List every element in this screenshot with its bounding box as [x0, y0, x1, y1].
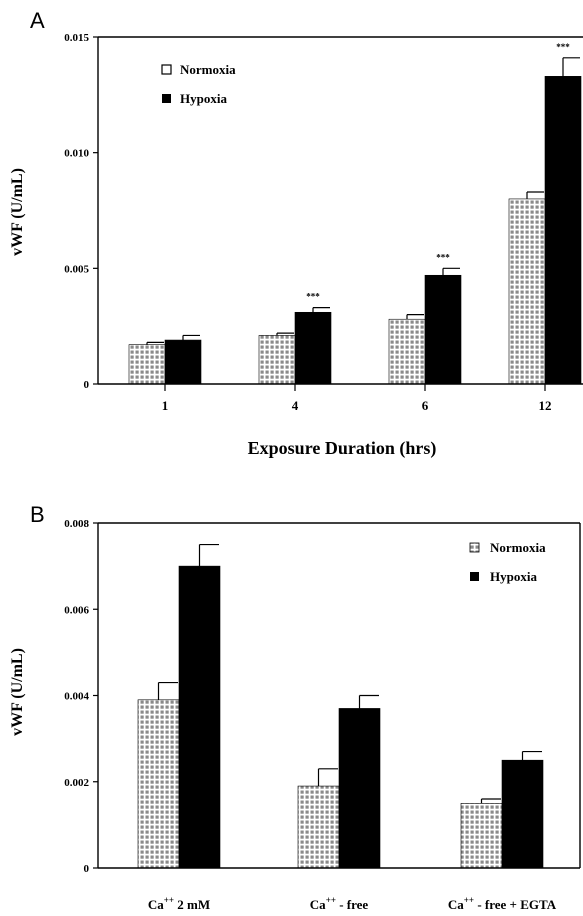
bar-hypoxia [164, 339, 202, 385]
axes-a: 1 4 6 12 [93, 36, 583, 413]
significance-mark: *** [306, 292, 320, 302]
x-category-label-b: Ca++ 2 mM [148, 895, 210, 912]
y-axis-label-a: vWF (U/mL) [9, 168, 26, 256]
bar-normoxia [460, 803, 503, 869]
bar-hypoxia [178, 565, 221, 869]
bar-hypoxia [544, 76, 582, 385]
legend-swatch-hypoxia-b [470, 572, 479, 581]
y-tick-label-b: 0 [84, 863, 90, 875]
x-category-label-a: 12 [539, 398, 552, 413]
axes-b: Ca++ 2 mM Ca++ - free Ca++ - free + EGTA [93, 522, 581, 912]
bar-normoxia [258, 335, 296, 385]
x-category-label-b: Ca++ - free + EGTA [448, 895, 557, 912]
bar-hypoxia [424, 274, 462, 385]
y-tick-label-b: 0.006 [64, 604, 89, 616]
x-category-label-b: Ca++ - free [310, 895, 369, 912]
bar-normoxia [128, 344, 166, 385]
x-category-label-a: 4 [292, 398, 299, 413]
y-tick-label-a: 0 [84, 379, 90, 391]
y-tick-label-b: 0.002 [64, 777, 89, 789]
x-category-label-a: 1 [162, 398, 169, 413]
bars-b [137, 543, 544, 869]
bars-a: *** *** *** [128, 42, 582, 385]
y-tick-labels-a: 0 0.005 0.010 0.015 [64, 32, 89, 391]
y-tick-label-a: 0.015 [64, 32, 89, 44]
bar-normoxia [137, 699, 180, 869]
panel-label-a: A [30, 8, 45, 33]
y-tick-label-b: 0.008 [64, 518, 89, 530]
chart-panel-a: A 0 0.005 0.010 0.015 *** *** *** 1 4 6 12 Normo… [9, 8, 583, 459]
y-tick-label-b: 0.004 [64, 691, 89, 703]
legend-label-hypoxia: Hypoxia [180, 91, 227, 106]
bar-hypoxia [338, 708, 381, 869]
legend-swatch-normoxia-b [469, 542, 480, 553]
bar-hypoxia [501, 759, 544, 869]
legend-b: Normoxia Hypoxia [469, 540, 546, 584]
x-category-label-a: 6 [422, 398, 429, 413]
y-axis-label-b: vWF (U/mL) [9, 648, 26, 736]
legend-label-hypoxia-b: Hypoxia [490, 569, 537, 584]
legend-label-normoxia-b: Normoxia [490, 540, 546, 555]
significance-mark: *** [556, 42, 570, 52]
legend-a: Normoxia Hypoxia [161, 62, 236, 106]
y-tick-label-a: 0.010 [64, 148, 89, 160]
legend-swatch-normoxia [161, 64, 172, 75]
y-tick-labels-b: 0 0.002 0.004 0.006 0.008 [64, 518, 89, 875]
legend-swatch-hypoxia [162, 94, 171, 103]
bar-normoxia [508, 198, 546, 385]
y-tick-label-a: 0.005 [64, 263, 89, 275]
legend-label-normoxia: Normoxia [180, 62, 236, 77]
bar-normoxia [297, 785, 340, 869]
bar-hypoxia [294, 311, 332, 385]
chart-panel-b: B 0 0.002 0.004 0.006 0.008 Ca++ 2 mM Ca++ - … [9, 502, 581, 912]
bar-normoxia [388, 318, 426, 385]
significance-mark: *** [436, 252, 450, 262]
x-axis-label-a: Exposure Duration (hrs) [248, 438, 437, 459]
panel-label-b: B [30, 502, 45, 527]
